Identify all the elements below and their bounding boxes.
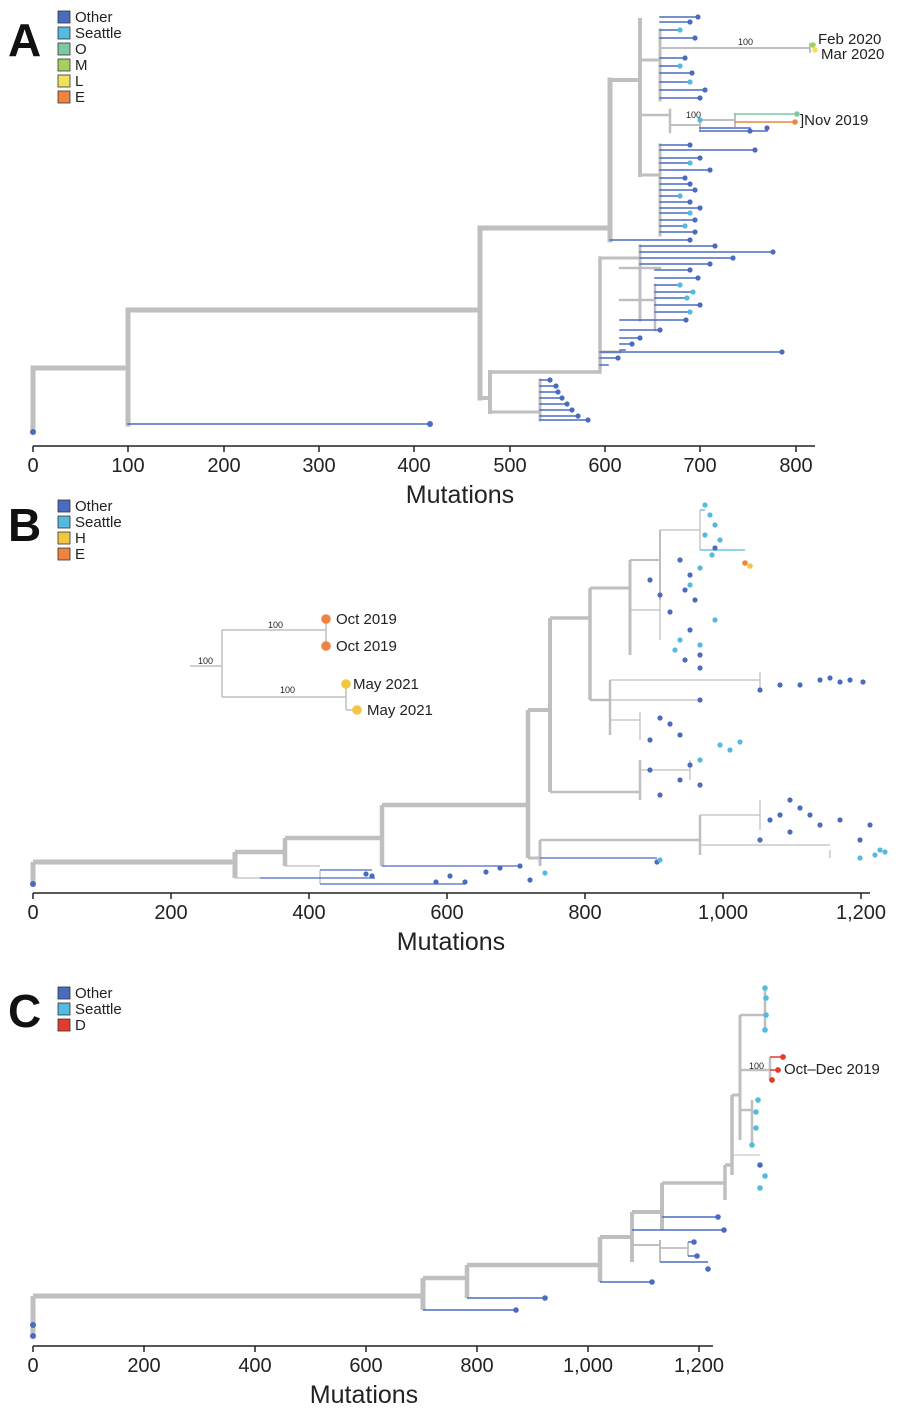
legend-swatch-other <box>57 10 71 24</box>
legend-swatch-other <box>57 499 71 513</box>
axis-tick-label: 200 <box>127 1355 160 1377</box>
panel-c-label: C <box>8 985 41 1037</box>
axis-tick-label: 600 <box>588 455 621 477</box>
legend-label-seattle: Seattle <box>75 514 122 531</box>
legend-label-e: E <box>75 546 85 563</box>
clade-date-label: Oct–Dec 2019 <box>784 1061 880 1078</box>
legend-label-d: D <box>75 1017 86 1034</box>
clade-date-label: ]Nov 2019 <box>800 112 868 129</box>
legend-swatch-seattle <box>57 1002 71 1016</box>
panel-c: C Other Seattle D <box>8 985 880 1409</box>
axis-tick-label: 600 <box>430 902 463 924</box>
panel-a-label: A <box>8 14 41 66</box>
axis-tick-label: 400 <box>238 1355 271 1377</box>
legend-swatch-o <box>57 42 71 56</box>
legend-label-o: O <box>75 41 87 58</box>
legend-label-m: M <box>75 57 88 74</box>
axis-b: 0 200 400 600 800 1,000 1,200 Mutations <box>27 892 886 956</box>
inset-tree: 100 100 100 Oct 2019 Oct 2019 May 2021 M… <box>190 611 433 719</box>
inset-tip-label: Oct 2019 <box>336 638 397 655</box>
bootstrap-label: 100 <box>686 110 701 120</box>
axis-tick-label: 0 <box>27 455 38 477</box>
legend-swatch-seattle <box>57 515 71 529</box>
axis-tick-label: 1,000 <box>698 902 748 924</box>
inset-tip-label: May 2021 <box>353 676 419 693</box>
axis-title: Mutations <box>310 1381 418 1409</box>
legend-swatch-m <box>57 58 71 72</box>
axis-tick-label: 700 <box>683 455 716 477</box>
axis-tick-label: 400 <box>397 455 430 477</box>
panel-b: B Other Seattle H E 100 100 100 <box>8 498 888 956</box>
axis-title: Mutations <box>397 928 505 956</box>
bootstrap-label: 100 <box>749 1061 764 1071</box>
panel-b-label: B <box>8 499 41 551</box>
tips-c <box>30 985 786 1339</box>
legend-swatch-l <box>57 74 71 88</box>
axis-a: 0 100 200 300 400 500 600 700 800 Mutati… <box>27 445 815 509</box>
legend-label-seattle: Seattle <box>75 25 122 42</box>
tree-c <box>30 988 783 1336</box>
panel-a-legend: Other Seattle O M L E <box>57 9 122 106</box>
axis-tick-label: 800 <box>460 1355 493 1377</box>
legend-swatch-d <box>57 1018 71 1032</box>
legend-label-e: E <box>75 89 85 106</box>
bootstrap-label: 100 <box>268 620 283 630</box>
bootstrap-label: 100 <box>738 37 753 47</box>
axis-c: 0 200 400 600 800 1,000 1,200 Mutations <box>27 1345 724 1409</box>
bootstrap-label: 100 <box>280 685 295 695</box>
legend-swatch-e <box>57 547 71 561</box>
legend-swatch-seattle <box>57 26 71 40</box>
panel-b-legend: Other Seattle H E <box>57 498 122 563</box>
legend-label-other: Other <box>75 985 113 1002</box>
axis-tick-label: 200 <box>154 902 187 924</box>
legend-label-other: Other <box>75 9 113 26</box>
legend-swatch-e <box>57 90 71 104</box>
axis-tick-label: 1,000 <box>563 1355 613 1377</box>
tree-a <box>30 16 811 435</box>
axis-tick-label: 200 <box>207 455 240 477</box>
axis-tick-label: 800 <box>568 902 601 924</box>
legend-label-seattle: Seattle <box>75 1001 122 1018</box>
inset-tip-label: Oct 2019 <box>336 611 397 628</box>
tips-b <box>30 502 888 887</box>
axis-tick-label: 300 <box>302 455 335 477</box>
bootstrap-label: 100 <box>198 656 213 666</box>
inset-tip-label: May 2021 <box>367 702 433 719</box>
panel-a: A Other Seattle O M L E <box>8 9 884 509</box>
legend-swatch-h <box>57 531 71 545</box>
axis-tick-label: 1,200 <box>674 1355 724 1377</box>
axis-tick-label: 400 <box>292 902 325 924</box>
tip-date-label: Feb 2020 <box>818 31 881 48</box>
legend-label-other: Other <box>75 498 113 515</box>
axis-title: Mutations <box>406 481 514 509</box>
axis-tick-label: 800 <box>779 455 812 477</box>
tips-a <box>30 14 818 435</box>
legend-swatch-other <box>57 986 71 1000</box>
axis-tick-label: 600 <box>349 1355 382 1377</box>
legend-label-l: L <box>75 73 83 90</box>
axis-tick-label: 100 <box>111 455 144 477</box>
panel-c-legend: Other Seattle D <box>57 985 122 1034</box>
axis-tick-label: 0 <box>27 1355 38 1377</box>
legend-label-h: H <box>75 530 86 547</box>
axis-tick-label: 500 <box>493 455 526 477</box>
axis-tick-label: 1,200 <box>836 902 886 924</box>
axis-tick-label: 0 <box>27 902 38 924</box>
tree-b <box>30 509 831 885</box>
tip-date-label: Mar 2020 <box>821 46 884 63</box>
